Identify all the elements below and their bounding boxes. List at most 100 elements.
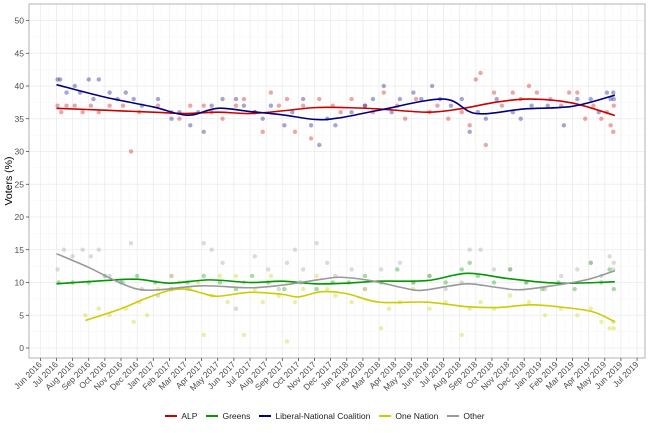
- data-point: [588, 96, 594, 102]
- legend-swatch: [165, 415, 178, 417]
- data-point: [478, 70, 483, 76]
- data-point: [491, 267, 497, 272]
- data-point: [467, 129, 472, 135]
- legend-swatch: [379, 415, 392, 417]
- data-point: [268, 103, 274, 108]
- data-point: [83, 313, 88, 318]
- trend-lines: [56, 83, 616, 323]
- data-point: [88, 254, 94, 259]
- legend-item: Other: [447, 411, 485, 421]
- data-point: [241, 332, 247, 338]
- data-point: [575, 96, 580, 102]
- trend-line: [56, 272, 615, 285]
- data-point: [491, 90, 497, 95]
- legend: ALP Greens Liberal-National Coalition One N…: [0, 411, 650, 421]
- data-point: [611, 326, 617, 331]
- data-point: [467, 123, 472, 128]
- data-point: [308, 136, 314, 141]
- data-point: [507, 293, 513, 298]
- data-point: [542, 286, 548, 292]
- data-point: [107, 313, 112, 318]
- data-point: [443, 286, 448, 292]
- data-point: [591, 103, 596, 108]
- data-point: [308, 123, 314, 128]
- legend-label: One Nation: [395, 411, 439, 421]
- data-point: [604, 90, 610, 95]
- data-point: [88, 103, 94, 108]
- data-point: [494, 96, 499, 102]
- data-point: [314, 241, 319, 246]
- data-point: [588, 260, 594, 266]
- data-point: [134, 273, 140, 279]
- data-point: [260, 129, 265, 135]
- data-point: [96, 110, 101, 115]
- data-point: [427, 273, 432, 279]
- data-point: [429, 83, 435, 89]
- data-point: [276, 103, 282, 108]
- data-point: [349, 299, 354, 305]
- data-point: [529, 103, 534, 108]
- data-point: [611, 96, 617, 102]
- data-point: [483, 142, 489, 148]
- data-point: [131, 319, 136, 324]
- data-point: [260, 299, 265, 305]
- data-point: [507, 267, 513, 272]
- data-point: [314, 286, 319, 292]
- data-point: [220, 116, 225, 121]
- data-point: [249, 273, 255, 279]
- plot-border: [28, 3, 646, 359]
- data-point: [499, 103, 505, 108]
- data-point: [260, 116, 265, 121]
- data-point: [220, 260, 225, 266]
- data-point: [55, 103, 60, 108]
- data-point: [59, 110, 64, 115]
- data-point: [72, 83, 77, 89]
- data-point: [459, 96, 464, 102]
- data-point: [389, 110, 394, 115]
- data-point: [177, 116, 182, 121]
- data-point: [252, 254, 257, 259]
- data-point: [483, 116, 489, 121]
- y-tick-label: 40: [15, 81, 25, 91]
- legend-label: Greens: [222, 411, 251, 421]
- data-point: [545, 103, 550, 108]
- legend-label: Other: [463, 411, 485, 421]
- y-tick-label: 10: [15, 278, 25, 288]
- data-point: [378, 267, 384, 272]
- data-point: [201, 103, 206, 108]
- data-point: [128, 149, 134, 154]
- data-point: [64, 103, 69, 108]
- data-point: [459, 332, 464, 338]
- data-point: [188, 103, 193, 108]
- trend-line: [56, 252, 616, 292]
- data-point: [446, 116, 451, 121]
- data-point: [282, 286, 287, 292]
- data-point: [575, 313, 580, 318]
- y-tick-label: 45: [15, 48, 25, 58]
- data-point: [325, 260, 330, 266]
- y-tick-label: 15: [15, 245, 25, 255]
- y-tick-label: 25: [15, 179, 25, 189]
- data-point: [572, 286, 577, 292]
- data-point: [467, 247, 472, 252]
- y-axis-title: Voters (%): [3, 156, 15, 205]
- legend-swatch: [259, 415, 272, 417]
- data-point: [169, 273, 174, 279]
- data-point: [599, 116, 604, 121]
- legend-label: Liberal-National Coalition: [275, 411, 371, 421]
- data-point: [397, 96, 403, 102]
- data-point: [225, 299, 231, 305]
- data-point: [64, 90, 69, 95]
- data-point: [575, 267, 580, 272]
- y-tick-label: 30: [15, 147, 25, 157]
- data-point: [80, 110, 85, 115]
- data-point: [611, 286, 617, 292]
- data-point: [268, 90, 274, 95]
- data-point: [599, 319, 604, 324]
- data-point: [510, 90, 516, 95]
- data-point: [362, 103, 368, 108]
- data-point: [381, 83, 386, 89]
- data-point: [188, 123, 193, 128]
- data-point: [276, 286, 282, 292]
